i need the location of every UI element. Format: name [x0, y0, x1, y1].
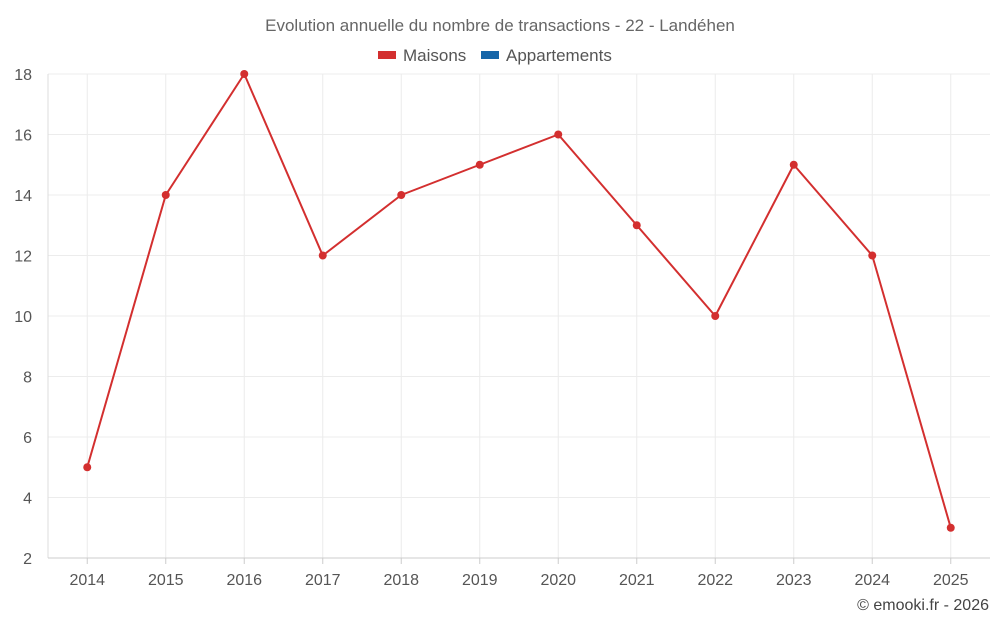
y-tick-label: 18 — [14, 67, 32, 84]
x-tick-label: 2021 — [619, 572, 655, 589]
x-tick-label: 2014 — [69, 572, 105, 589]
legend-item-appartements[interactable]: Appartements — [481, 46, 612, 65]
x-tick-label: 2025 — [933, 572, 969, 589]
x-tick-label: 2020 — [540, 572, 576, 589]
data-point[interactable] — [318, 251, 327, 260]
y-tick-label: 14 — [14, 188, 32, 205]
x-tick-label: 2019 — [462, 572, 498, 589]
x-tick-label: 2022 — [697, 572, 733, 589]
x-tick-label: 2018 — [383, 572, 419, 589]
data-point[interactable] — [554, 130, 563, 139]
data-point[interactable] — [397, 191, 406, 199]
y-tick-label: 12 — [14, 249, 32, 266]
legend-swatch-maisons — [378, 51, 396, 59]
legend-swatch-appartements — [481, 51, 499, 59]
grid — [48, 73, 990, 558]
legend-item-maisons[interactable]: Maisons — [378, 46, 466, 65]
data-point[interactable] — [83, 463, 92, 472]
y-tick-label: 8 — [23, 370, 32, 387]
x-tick-label: 2017 — [305, 572, 341, 589]
y-tick-label: 16 — [14, 128, 32, 145]
x-tick-label: 2016 — [226, 572, 262, 589]
data-point[interactable] — [240, 70, 249, 78]
data-point[interactable] — [946, 523, 955, 532]
chart-title: Evolution annuelle du nombre de transact… — [265, 16, 735, 35]
data-point[interactable] — [789, 160, 798, 169]
x-tick-label: 2023 — [776, 572, 812, 589]
data-point[interactable] — [868, 251, 877, 260]
y-axis: 2 4 6 8 10 12 14 16 18 — [14, 67, 49, 568]
x-tick-label: 2024 — [854, 572, 890, 589]
data-point[interactable] — [711, 312, 720, 320]
y-tick-label: 2 — [23, 551, 32, 568]
legend-label-appartements: Appartements — [506, 46, 612, 65]
data-point[interactable] — [632, 221, 641, 230]
y-tick-label: 4 — [23, 491, 32, 508]
x-axis: 2014 2015 2016 2017 2018 2019 2020 2021 2022 2023… — [48, 557, 990, 589]
x-tick-label: 2015 — [148, 572, 184, 589]
legend-label-maisons: Maisons — [403, 46, 466, 65]
legend: Maisons Appartements — [378, 46, 612, 65]
y-tick-label: 10 — [14, 309, 32, 326]
credit-text: © emooki.fr - 2026 — [857, 597, 989, 614]
series-maisons — [83, 70, 955, 532]
data-point[interactable] — [161, 191, 170, 199]
y-tick-label: 6 — [23, 430, 32, 447]
series-line-maisons — [86, 73, 952, 529]
data-point[interactable] — [475, 160, 484, 169]
